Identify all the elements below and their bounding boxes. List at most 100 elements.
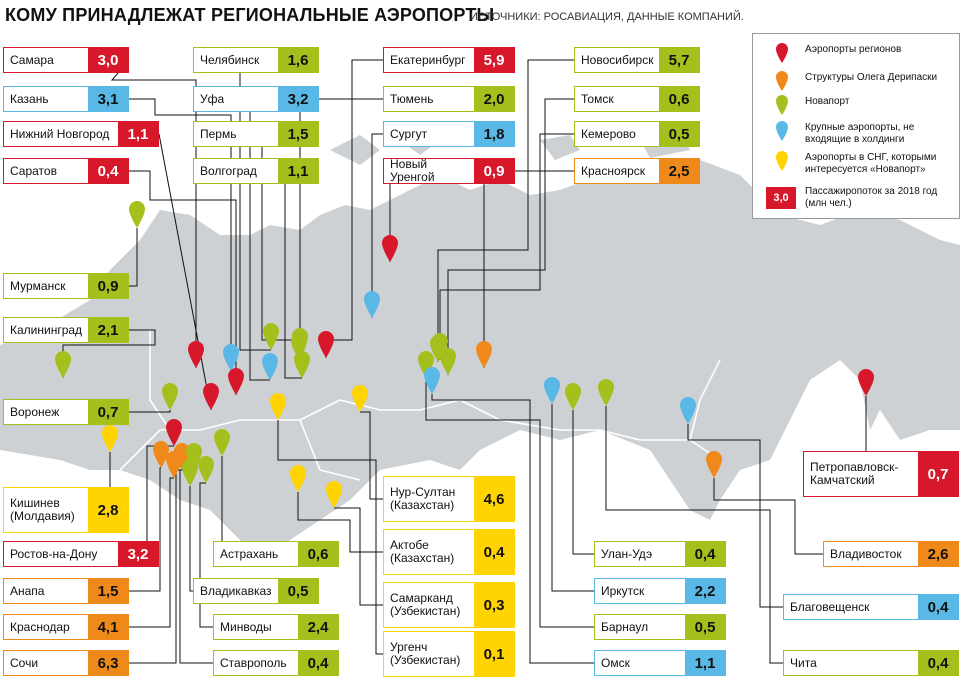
legend-traffic: Пассажиропоток за 2018 год (млн чел.) (805, 186, 938, 209)
page-title: КОМУ ПРИНАДЛЕЖАТ РЕГИОНАЛЬНЫЕ АЭРОПОРТЫ (5, 5, 495, 25)
airport-36-value: 0,7 (918, 452, 958, 496)
airport-5-pin-icon (55, 351, 71, 378)
legend-row-deripaska: Структуры Олега Дерипаски (753, 71, 959, 102)
airport-pins (55, 201, 874, 508)
airport-17-label-box: Владикавказ 0,5 (193, 578, 319, 604)
legend-row-large: Крупные аэропорты, не входящие в холдинг… (753, 121, 959, 152)
legend-regions: Аэропорты регионов (805, 44, 902, 55)
airport-4-connector (129, 228, 138, 287)
green-pin-icon (776, 95, 788, 115)
airport-13-name: Уфа (200, 91, 225, 106)
airport-8-name: Ростов-на-Дону (10, 546, 98, 561)
airport-2-connector (158, 133, 212, 411)
airport-17-connector (189, 486, 193, 592)
airport-1-label-box: Казань 3,1 (3, 86, 129, 112)
blue-pin-icon (776, 121, 788, 141)
airport-35-value: 1,1 (685, 651, 725, 675)
airport-12-pin-icon (263, 323, 279, 350)
header: КОМУ ПРИНАДЛЕЖАТ РЕГИОНАЛЬНЫЕ АЭРОПОРТЫ … (0, 0, 960, 34)
airport-36-pin-icon (858, 369, 874, 396)
airport-29-value: 0,6 (659, 87, 699, 111)
airport-7-pin-icon (102, 425, 118, 452)
airport-19-value: 0,4 (298, 651, 338, 675)
airport-6-label-box: Воронеж 0,7 (3, 399, 129, 425)
legend-novaport: Новапорт (805, 96, 850, 107)
border-lines (119, 330, 721, 481)
airport-29-pin-icon (440, 348, 456, 375)
airport-23-name: Новый Уренгой (390, 157, 435, 184)
airport-35-pin-icon (424, 367, 440, 394)
airport-18-label-box: Минводы 2,4 (213, 614, 339, 640)
legend-row-novaport: Новапорт (753, 95, 959, 126)
airport-2-value: 1,1 (118, 122, 158, 146)
airport-9-pin-icon (153, 441, 169, 468)
legend-cis: Аэропорты в СНГ, которыми интересуется «… (805, 152, 937, 175)
legend-sample-value: 3,0 (766, 187, 796, 209)
airport-30-label-box: Кемерово 0,5 (574, 121, 700, 147)
airport-15-value: 1,1 (278, 159, 318, 183)
legend-deripaska: Структуры Олега Дерипаски (805, 72, 938, 83)
airport-36-label-box: Петропавловск-Камчатский 0,7 (803, 451, 959, 497)
airport-34-label-box: Барнаул 0,5 (594, 614, 726, 640)
airport-10-connector (129, 477, 174, 628)
airport-39-name: Чита (790, 655, 817, 670)
airport-18-name: Минводы (220, 619, 272, 634)
airport-26-label-box: Самарканд (Узбекистан) 0,3 (383, 582, 515, 628)
airport-12-value: 1,6 (278, 48, 318, 72)
airport-22-label-box: Сургут 1,8 (383, 121, 515, 147)
airport-5-label-box: Калининград 2,1 (3, 317, 129, 343)
airport-23-value: 0,9 (474, 159, 514, 183)
airport-26-connector (334, 507, 383, 606)
airport-11-value: 6,3 (88, 651, 128, 675)
airport-13-label-box: Уфа 3,2 (193, 86, 319, 112)
airport-34-connector (425, 378, 594, 628)
airport-39-connector (605, 406, 783, 664)
airport-2-pin-icon (203, 383, 219, 410)
airport-19-name: Ставрополь (220, 655, 287, 670)
airport-33-name: Иркутск (601, 583, 645, 598)
airport-13-pin-icon (262, 353, 278, 380)
airport-24-name: Нур-Султан (Казахстан) (390, 485, 456, 512)
airport-24-pin-icon (352, 385, 368, 412)
airport-29-connector (447, 98, 574, 375)
airport-30-pin-icon (432, 333, 448, 360)
airport-29-label-box: Томск 0,6 (574, 86, 700, 112)
airport-9-value: 1,5 (88, 579, 128, 603)
airport-7-label-box: Кишинев (Молдавия) 2,8 (3, 487, 129, 533)
airport-23-label-box: Новый Уренгой 0,9 (383, 158, 515, 184)
airport-11-connector (129, 469, 182, 664)
airport-20-value: 5,9 (474, 48, 514, 72)
airport-10-name: Краснодар (10, 619, 70, 634)
airport-10-label-box: Краснодар 4,1 (3, 614, 129, 640)
airport-0-label-box: Самара 3,0 (3, 47, 129, 73)
airport-30-name: Кемерово (581, 126, 636, 141)
airport-39-label-box: Чита 0,4 (783, 650, 959, 676)
airport-6-connector (129, 410, 171, 413)
airport-0-value: 3,0 (88, 48, 128, 72)
yellow-pin-icon (776, 151, 788, 171)
airport-15-pin-icon (294, 351, 310, 378)
airport-20-label-box: Екатеринбург 5,9 (383, 47, 515, 73)
red-pin-icon (776, 43, 788, 63)
orange-pin-icon (776, 71, 788, 91)
airport-11-name: Сочи (10, 655, 39, 670)
airport-4-name: Мурманск (10, 278, 66, 293)
airport-27-connector (277, 420, 383, 655)
airport-6-pin-icon (162, 383, 178, 410)
airport-22-name: Сургут (390, 126, 428, 141)
airport-32-name: Улан-Удэ (601, 546, 653, 561)
airport-26-name: Самарканд (Узбекистан) (390, 591, 461, 618)
airport-37-label-box: Владивосток 2,6 (823, 541, 959, 567)
airport-7-name: Кишинев (Молдавия) (10, 496, 75, 523)
airport-33-label-box: Иркутск 2,2 (594, 578, 726, 604)
airport-35-name: Омск (601, 655, 630, 670)
airport-31-label-box: Красноярск 2,5 (574, 158, 700, 184)
airport-9-connector (129, 467, 161, 592)
legend-row-cis: Аэропорты в СНГ, которыми интересуется «… (753, 151, 959, 182)
airport-1-name: Казань (10, 91, 49, 106)
airport-20-name: Екатеринбург (390, 52, 466, 67)
airport-8-label-box: Ростов-на-Дону 3,2 (3, 541, 159, 567)
airport-25-label-box: Актобе (Казахстан) 0,4 (383, 529, 515, 575)
sources-note: ИСТОЧНИКИ: РОСАВИАЦИЯ, ДАННЫЕ КОМПАНИЙ. (470, 11, 744, 23)
